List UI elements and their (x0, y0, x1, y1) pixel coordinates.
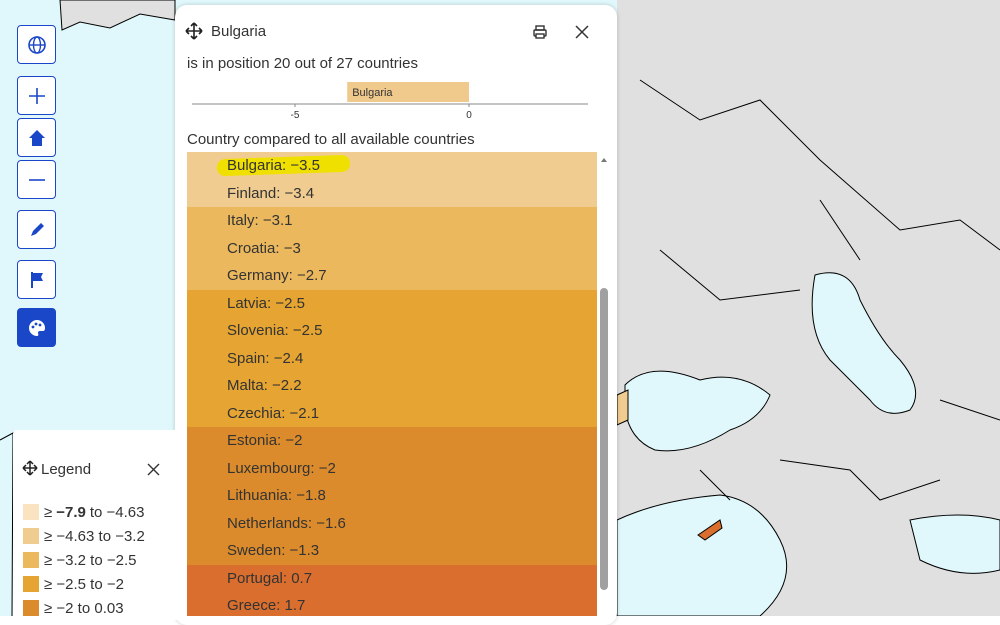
legend-item: ≥ −3.2 to −2.5 (23, 551, 136, 571)
country-value: Italy: −3.1 (227, 212, 293, 229)
draw-button[interactable] (17, 210, 56, 249)
legend-title: Legend (41, 461, 92, 478)
legend-item: ≥ −4.63 to −3.2 (23, 527, 145, 547)
move-icon[interactable] (22, 460, 38, 476)
legend-swatch (23, 552, 39, 568)
panel-title: Bulgaria (211, 23, 267, 40)
gulf (909, 514, 1000, 574)
list-row: Sweden: −1.3 (187, 537, 597, 565)
list-row: Slovenia: −2.5 (187, 317, 597, 345)
country-value: Croatia: −3 (227, 239, 301, 257)
list-row: Finland: −3.4 (187, 179, 597, 207)
list-row: Malta: −2.2 (187, 372, 597, 400)
close-button[interactable] (575, 25, 589, 39)
list-row: Latvia: −2.5 (187, 289, 597, 317)
zoom-out-button[interactable] (17, 160, 56, 199)
country (616, 389, 629, 426)
country-value: Bulgaria: −3.5 (227, 157, 320, 174)
legend-label-bold: −7.9 (56, 504, 86, 521)
country-value: Lithuania: −1.8 (227, 487, 326, 504)
country-value: Spain: −2.4 (227, 349, 304, 367)
scrollbar[interactable] (600, 152, 608, 616)
country-value: Estonia: −2 (227, 432, 303, 449)
land (617, 0, 1000, 616)
caspian-sea (811, 272, 917, 414)
print-button[interactable] (532, 24, 548, 40)
list-row: Croatia: −3 (187, 234, 597, 262)
legend-item: ≥ −2 to 0.03 (23, 599, 124, 619)
legend-label: ≥ −4.63 to −3.2 (44, 528, 145, 545)
list-row: Spain: −2.4 (187, 344, 597, 372)
country-value: Malta: −2.2 (227, 377, 302, 394)
close-button[interactable] (147, 463, 160, 476)
mini-chart: Bulgaria -5 0 (192, 82, 588, 121)
legend-label: ≥ (44, 504, 53, 521)
position-text: is in position 20 out of 27 countries (187, 55, 418, 72)
legend-label: to −4.63 (89, 504, 145, 521)
country-list: Bulgaria: −3.5 Finland: −3.4 Italy: −3.1 Cr… (187, 152, 597, 616)
land (59, 0, 176, 31)
mediterranean (616, 494, 788, 616)
list-row: Greece: 1.7 (187, 592, 597, 616)
zoom-in-button[interactable] (17, 76, 56, 115)
list-row: Netherlands: −1.6 (187, 509, 597, 537)
tick-label: 0 (466, 110, 472, 121)
list-row: Italy: −3.1 (187, 207, 597, 235)
scroll-up[interactable] (600, 156, 608, 164)
country-value: Netherlands: −1.6 (227, 514, 346, 532)
country-value: Sweden: −1.3 (227, 542, 320, 559)
list-row: Germany: −2.7 (187, 262, 597, 290)
list-row: Czechia: −2.1 (187, 399, 597, 427)
legend-item: ≥ −2.5 to −2 (23, 575, 124, 595)
scroll-thumb[interactable] (600, 288, 608, 590)
country-value: Finland: −3.4 (227, 184, 315, 202)
border (639, 79, 1000, 501)
legend-item: ≥ −7.9 to −4.63 (23, 503, 145, 523)
legend-label: ≥ −2 to 0.03 (44, 600, 124, 617)
list-row: Estonia: −2 (187, 427, 597, 455)
bar (347, 82, 469, 102)
country-value: Czechia: −2.1 (227, 404, 320, 422)
country-value: Slovenia: −2.5 (227, 322, 323, 339)
country-value: Latvia: −2.5 (227, 294, 305, 312)
legend-swatch (23, 576, 39, 592)
legend-panel: Legend ≥ −7.9 to −4.63 ≥ −4.63 to −3.2 ≥ −3.… (13, 430, 183, 620)
legend-swatch (23, 528, 39, 544)
list-row: Bulgaria: −3.5 (187, 152, 597, 180)
move-icon[interactable] (185, 22, 203, 40)
country-value: Greece: 1.7 (227, 597, 306, 614)
palette-button[interactable] (17, 308, 56, 347)
list-row: Luxembourg: −2 (187, 454, 597, 482)
globe-button[interactable] (17, 25, 56, 64)
bar-label: Bulgaria (352, 87, 393, 99)
legend-label: ≥ −3.2 to −2.5 (44, 552, 137, 569)
list-row: Portugal: 0.7 (187, 564, 597, 592)
legend-swatch (23, 600, 39, 616)
list-row: Lithuania: −1.8 (187, 482, 597, 510)
home-button[interactable] (17, 118, 56, 157)
legend-label: ≥ −2.5 to −2 (44, 576, 124, 593)
country-value: Portugal: 0.7 (227, 569, 313, 587)
country-value: Luxembourg: −2 (227, 459, 336, 477)
black-sea (624, 370, 771, 452)
country-value: Germany: −2.7 (227, 267, 327, 284)
flag-button[interactable] (17, 260, 56, 299)
cyprus (697, 519, 723, 541)
tick-label: -5 (291, 110, 300, 121)
legend-swatch (23, 504, 39, 520)
list-heading: Country compared to all available countr… (187, 131, 475, 148)
